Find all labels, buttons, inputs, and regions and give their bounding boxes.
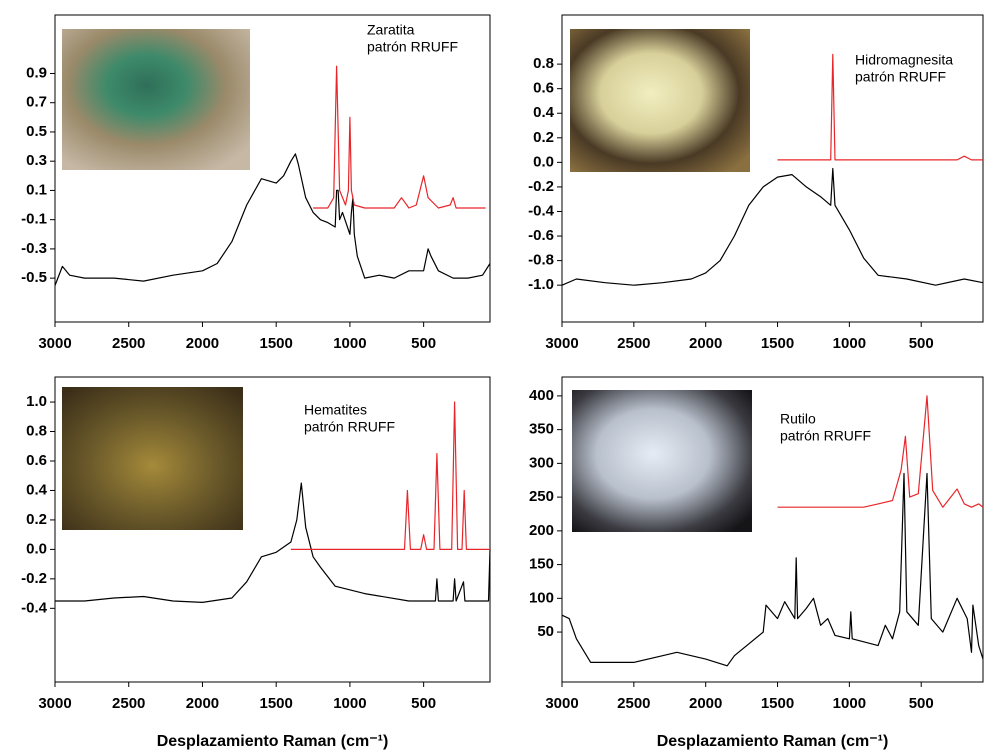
annotation: patrón RRUFF <box>367 39 458 55</box>
y-tick-label: 250 <box>529 488 554 505</box>
x-tick-label: 1000 <box>333 695 366 712</box>
y-tick-label: -1.0 <box>528 276 554 293</box>
x-tick-label: 3000 <box>38 335 71 352</box>
y-tick-label: 0.7 <box>26 94 47 111</box>
y-tick-label: -0.4 <box>21 599 48 616</box>
spectrum <box>55 154 490 286</box>
x-axis-label: Desplazamiento Raman (cm⁻¹) <box>657 733 889 750</box>
x-tick-label: 2000 <box>186 335 219 352</box>
y-tick-label: -0.3 <box>21 240 47 257</box>
x-tick-label: 2000 <box>689 695 722 712</box>
y-tick-label: 0.1 <box>26 181 47 198</box>
x-tick-label: 2500 <box>617 335 650 352</box>
y-tick-label: 0.0 <box>533 153 554 170</box>
y-tick-label: 0.6 <box>26 452 47 469</box>
y-tick-label: 400 <box>529 387 554 404</box>
x-tick-label: 1000 <box>333 335 366 352</box>
y-tick-label: -0.8 <box>528 252 554 269</box>
y-tick-label: 0.0 <box>26 540 47 557</box>
x-tick-label: 3000 <box>545 335 578 352</box>
y-tick-label: 0.8 <box>533 55 554 72</box>
y-tick-label: 0.9 <box>26 64 47 81</box>
y-tick-label: 0.8 <box>26 422 47 439</box>
y-tick-label: 0.4 <box>26 481 48 498</box>
x-tick-label: 1500 <box>259 695 292 712</box>
y-tick-label: -0.2 <box>528 178 554 195</box>
annotation: Rutilo <box>780 411 816 427</box>
y-tick-label: 0.6 <box>533 80 554 97</box>
annotation: patrón RRUFF <box>855 69 946 85</box>
sample-photo <box>62 29 250 170</box>
annotation: Hematites <box>304 402 367 418</box>
annotation: Hidromagnesita <box>855 52 953 68</box>
y-tick-label: 200 <box>529 522 554 539</box>
annotation: patrón RRUFF <box>304 419 395 435</box>
spectrum <box>562 169 983 286</box>
annotation: Zaratita <box>367 22 415 38</box>
spectrum <box>313 66 486 208</box>
y-tick-label: 300 <box>529 454 554 471</box>
x-tick-label: 2500 <box>112 695 145 712</box>
y-tick-label: 0.2 <box>26 511 47 528</box>
x-tick-label: 3000 <box>545 695 578 712</box>
x-tick-label: 500 <box>909 335 934 352</box>
y-tick-label: -0.2 <box>21 570 47 587</box>
y-tick-label: 150 <box>529 556 554 573</box>
x-tick-label: 2500 <box>617 695 650 712</box>
sample-photo <box>570 29 750 172</box>
x-tick-label: 500 <box>411 335 436 352</box>
x-tick-label: 500 <box>411 695 436 712</box>
x-tick-label: 1500 <box>259 335 292 352</box>
x-axis-label: Desplazamiento Raman (cm⁻¹) <box>157 733 389 750</box>
x-tick-label: 2500 <box>112 335 145 352</box>
x-tick-label: 2000 <box>689 335 722 352</box>
annotation: patrón RRUFF <box>780 428 871 444</box>
x-tick-label: 500 <box>909 695 934 712</box>
x-tick-label: 1000 <box>833 695 866 712</box>
y-tick-label: -0.6 <box>528 227 554 244</box>
y-tick-label: 1.0 <box>26 393 47 410</box>
y-tick-label: -0.4 <box>528 202 555 219</box>
y-tick-label: -0.1 <box>21 211 47 228</box>
figure: 0.9 0.7 0.5 0.3 0.1 -0.1 -0.3 -0.5 3000 2500 2000 1… <box>0 0 984 754</box>
y-tick-label: 0.5 <box>26 123 47 140</box>
x-tick-label: 1000 <box>833 335 866 352</box>
x-tick-label: 3000 <box>38 695 71 712</box>
x-tick-label: 2000 <box>186 695 219 712</box>
y-tick-label: 100 <box>529 589 554 606</box>
sample-photo <box>572 390 752 532</box>
y-tick-label: 0.3 <box>26 152 47 169</box>
y-tick-label: 50 <box>537 623 554 640</box>
x-tick-label: 1500 <box>761 335 794 352</box>
y-tick-label: -0.5 <box>21 269 47 286</box>
y-tick-label: 350 <box>529 421 554 438</box>
y-tick-label: 0.2 <box>533 129 554 146</box>
y-tick-label: 0.4 <box>533 104 555 121</box>
sample-photo <box>62 387 243 530</box>
x-tick-label: 1500 <box>761 695 794 712</box>
